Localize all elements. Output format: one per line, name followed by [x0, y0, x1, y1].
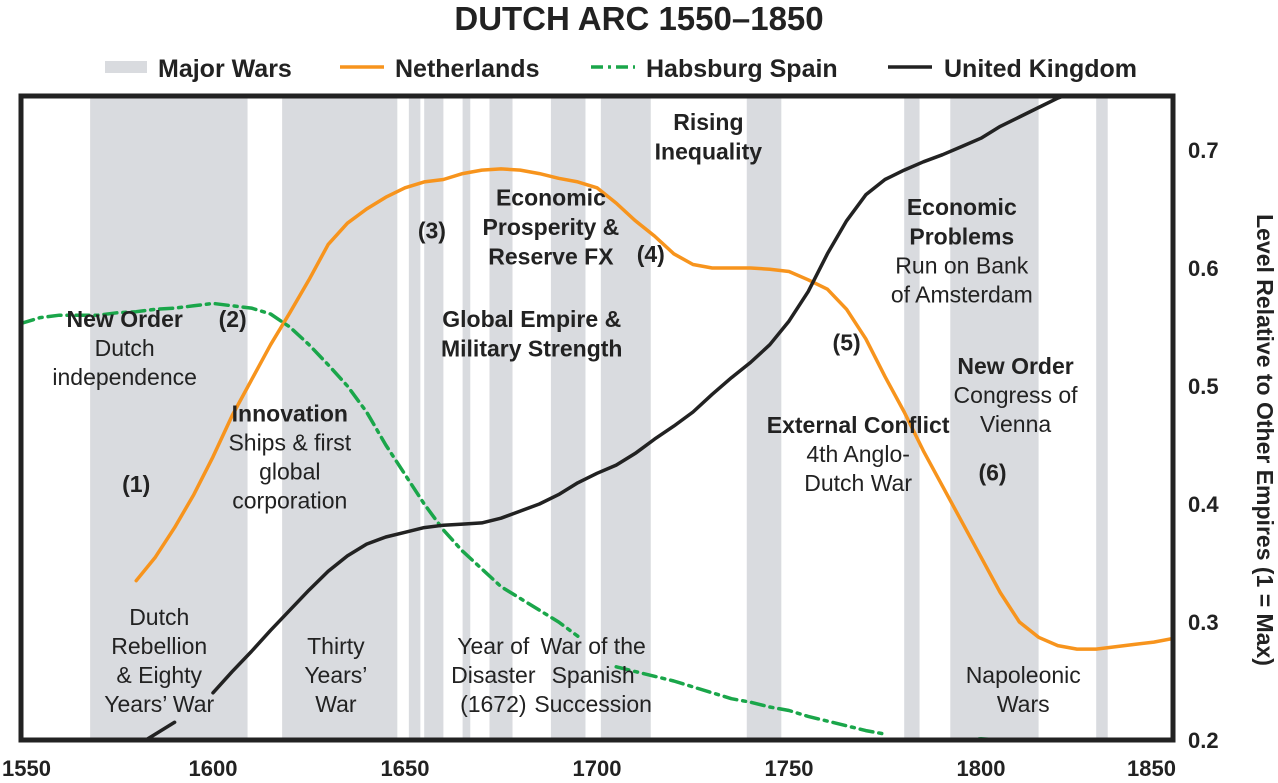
war-label-1-0: Thirty: [307, 633, 365, 659]
y-tick-0.3: 0.3: [1188, 610, 1219, 635]
x-axis: 1550 1600 1650 1700 1750 1800 1850: [2, 756, 1176, 781]
annotation-head-16: New Order: [957, 353, 1073, 379]
x-tick-1650: 1650: [381, 756, 430, 781]
y-axis: 0.2 0.3 0.4 0.5 0.6 0.7: [1188, 138, 1219, 753]
legend-swatch-major-wars: [105, 61, 147, 73]
annotation-head-0: New Order: [67, 306, 183, 332]
annotation-line-2-1: global: [259, 458, 320, 484]
annotation-num-1: (1): [122, 471, 150, 497]
war-band-3: [424, 96, 444, 740]
war-label-3-1: Spanish: [552, 662, 635, 688]
series-lines: [21, 96, 1173, 740]
war-band-5: [489, 96, 513, 740]
war-band-11: [1096, 96, 1108, 740]
annotation-head-15: Problems: [909, 223, 1014, 249]
x-tick-1750: 1750: [765, 756, 814, 781]
annotation-head-10: Rising: [673, 109, 743, 135]
war-band-9: [904, 96, 920, 740]
y-tick-0.6: 0.6: [1188, 256, 1219, 281]
war-label-0-3: Years’ War: [104, 691, 214, 717]
war-band-0: [90, 96, 248, 740]
war-band-10: [950, 96, 1039, 740]
war-label-2-2: (1672): [460, 691, 526, 717]
annotation-line-2-2: corporation: [232, 487, 347, 513]
series-line-habsburg-spain-1: [614, 665, 887, 736]
x-tick-1700: 1700: [573, 756, 622, 781]
annotation-num-0: (2): [219, 306, 247, 332]
war-label-2-0: Year of: [457, 633, 530, 659]
annotation-head-11: Inequality: [655, 138, 763, 164]
war-label-1-2: War: [315, 691, 357, 717]
annotation-line-12-0: 4th Anglo-: [806, 441, 910, 467]
y-tick-0.2: 0.2: [1188, 728, 1219, 753]
x-tick-1550: 1550: [2, 756, 51, 781]
chart-legend: Major Wars Netherlands Habsburg Spain Un…: [105, 55, 1137, 83]
annotation-line-16-1: Vienna: [980, 411, 1051, 437]
y-tick-0.4: 0.4: [1188, 492, 1219, 517]
war-label-1-1: Years’: [304, 662, 367, 688]
legend-label-habsburg-spain: Habsburg Spain: [646, 55, 838, 83]
x-tick-1800: 1800: [957, 756, 1006, 781]
annotation-head-12: External Conflict: [767, 412, 950, 438]
war-band-7: [600, 96, 651, 740]
y-tick-0.7: 0.7: [1188, 138, 1219, 163]
war-label-0-1: Rebellion: [111, 633, 207, 659]
annotation-line-15-0: Run on Bank: [895, 252, 1028, 278]
war-band-6: [550, 96, 586, 740]
war-band-8: [746, 96, 782, 740]
war-label-4-0: Napoleonic: [966, 662, 1081, 688]
annotation-line-2-0: Ships & first: [228, 429, 351, 455]
war-label-3-0: War of the: [541, 633, 646, 659]
war-labels: Dutch Rebellion & Eighty Years’ War Thirty Ye…: [104, 604, 1081, 717]
plot-frame: [18, 93, 1176, 743]
annotation-head-6: Economic: [496, 184, 606, 210]
legend-label-netherlands: Netherlands: [395, 55, 539, 83]
annotation-head-4: Military Strength: [441, 336, 622, 362]
chart-title: DUTCH ARC 1550–1850: [454, 0, 823, 37]
war-label-2-1: Disaster: [451, 662, 536, 688]
annotation-head-3: Global Empire &: [442, 306, 621, 332]
annotation-head-7: Prosperity &: [483, 214, 620, 240]
annotation-line-12-1: Dutch War: [804, 470, 912, 496]
war-label-4-1: Wars: [997, 691, 1050, 717]
war-band-4: [462, 96, 471, 740]
war-band-2: [408, 96, 421, 740]
legend-label-united-kingdom: United Kingdom: [944, 55, 1137, 83]
annotation-head-2: Innovation: [232, 400, 348, 426]
series-line-united-kingdom-1: [211, 96, 1069, 695]
y-axis-label: Level Relative to Other Empires (1 = Max…: [1252, 214, 1278, 666]
x-tick-1850: 1850: [1127, 756, 1176, 781]
war-label-0-0: Dutch: [129, 604, 189, 630]
war-label-0-2: & Eighty: [116, 662, 202, 688]
annotation-num-17: (6): [978, 459, 1006, 485]
annotation-num-9: (4): [637, 241, 665, 267]
war-label-3-2: Succession: [534, 691, 652, 717]
annotation-line-0-0: Dutch: [95, 335, 155, 361]
x-tick-1600: 1600: [189, 756, 238, 781]
legend-label-major-wars: Major Wars: [158, 55, 292, 83]
annotation-num-13: (5): [833, 330, 861, 356]
annotation-line-0-1: independence: [52, 364, 197, 390]
annotations: New Order (2) Dutch independence (1) Innovati…: [52, 109, 1078, 513]
series-line-netherlands-0: [134, 167, 1173, 651]
annotation-line-16-0: Congress of: [954, 382, 1079, 408]
annotation-head-14: Economic: [907, 194, 1017, 220]
annotation-line-15-1: of Amsterdam: [891, 281, 1033, 307]
war-bands: [90, 96, 1108, 740]
annotation-head-8: Reserve FX: [488, 243, 614, 269]
annotation-num-5: (3): [418, 218, 446, 244]
series-line-habsburg-spain-0: [21, 301, 580, 638]
series-line-united-kingdom-0: [142, 720, 177, 740]
y-tick-0.5: 0.5: [1188, 374, 1219, 399]
